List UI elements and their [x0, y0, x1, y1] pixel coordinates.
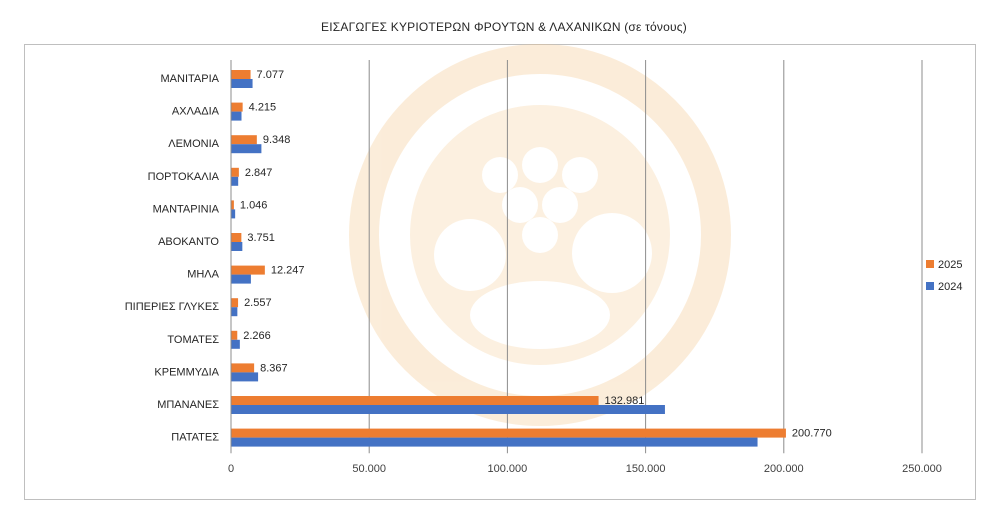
bar-2025 — [231, 70, 251, 79]
legend: 2025 2024 — [926, 259, 962, 293]
data-label-2025: 132.981 — [605, 395, 645, 407]
data-label-2025: 2.557 — [244, 297, 272, 309]
x-tick-label: 100.000 — [488, 463, 528, 475]
data-label-2025: 2.266 — [243, 330, 271, 342]
category-label: ΑΧΛΑΔΙΑ — [172, 106, 220, 118]
watermark-grape — [562, 157, 598, 193]
bar-2024 — [231, 274, 251, 284]
legend-swatch-2025 — [926, 260, 934, 268]
x-tick-label: 50.000 — [352, 463, 386, 475]
watermark-grape — [482, 157, 518, 193]
bar-2025 — [231, 102, 243, 112]
bar-2025 — [231, 428, 786, 438]
data-label-2025: 12.247 — [271, 265, 305, 277]
grid-lines — [368, 60, 923, 454]
data-label-2025: 7.077 — [257, 69, 285, 81]
bar-2025 — [231, 167, 239, 177]
watermark-peach — [572, 213, 652, 293]
x-tick-label: 250.000 — [902, 463, 942, 475]
category-label: ΜΗΛΑ — [187, 269, 219, 281]
watermark-grape — [502, 187, 538, 223]
bar-2025 — [231, 330, 238, 340]
data-label-2025: 1.046 — [240, 199, 268, 211]
category-label: ΑΒΟΚΑΝΤΟ — [158, 236, 219, 248]
bars: 7.077 4.215 9.348 2.847 1.046 3.751 12.247 2.55… — [231, 69, 832, 447]
category-label: ΠΙΠΕΡΙΕΣ ΓΛΥΚΕΣ — [125, 301, 219, 313]
bar-2024 — [231, 209, 236, 219]
category-label: ΠΑΤΑΤΕΣ — [171, 432, 219, 444]
category-label: ΤΟΜΑΤΕΣ — [167, 334, 219, 346]
bar-2024 — [231, 111, 242, 121]
watermark-grape — [522, 217, 558, 253]
watermark-logo — [349, 44, 731, 426]
category-label: ΛΕΜΟΝΙΑ — [168, 138, 219, 150]
bar-2025 — [231, 233, 242, 242]
bar-2024 — [231, 176, 239, 186]
watermark-citrus — [470, 281, 610, 349]
category-label: ΠΟΡΤΟΚΑΛΙΑ — [148, 171, 220, 183]
watermark-grape — [542, 187, 578, 223]
data-label-2025: 200.770 — [792, 428, 832, 440]
data-label-2025: 2.847 — [245, 167, 273, 179]
watermark-apple — [434, 219, 506, 291]
bar-2025 — [231, 298, 239, 308]
category-label: ΜΠΑΝΑΝΕΣ — [157, 399, 219, 411]
chart-title: ΕΙΣΑΓΩΓΕΣ ΚΥΡΙΟΤΕΡΩΝ ΦΡΟΥΤΩΝ & ΛΑΧΑΝΙΚΩΝ… — [321, 20, 687, 34]
data-label-2025: 8.367 — [260, 362, 288, 374]
bar-2024 — [231, 437, 758, 447]
category-label: ΚΡΕΜΜΥΔΙΑ — [154, 366, 219, 378]
x-tick-label: 200.000 — [764, 463, 804, 475]
legend-label-2025: 2025 — [938, 259, 962, 271]
legend-label-2024: 2024 — [938, 281, 962, 293]
x-tick-label: 0 — [228, 463, 234, 475]
bar-2024 — [231, 79, 253, 88]
bar-2025 — [231, 200, 234, 210]
data-label-2025: 4.215 — [249, 102, 277, 114]
data-label-2025: 3.751 — [247, 232, 275, 244]
bar-2025 — [231, 135, 257, 145]
category-label: ΜΑΝΙΤΑΡΙΑ — [161, 73, 220, 85]
bar-2024 — [231, 372, 259, 382]
bar-2024 — [231, 307, 238, 317]
bar-2025 — [231, 265, 265, 275]
bar-2025 — [231, 363, 255, 373]
category-label: ΜΑΝΤΑΡΙΝΙΑ — [153, 203, 220, 215]
bar-2024 — [231, 405, 665, 414]
watermark-fruit-disc — [410, 105, 670, 365]
bar-2024 — [231, 242, 243, 251]
bar-2024 — [231, 144, 262, 154]
data-label-2025: 9.348 — [263, 134, 291, 146]
bar-2024 — [231, 339, 240, 349]
bar-2025 — [231, 396, 599, 405]
axes: 0 50.000 100.000 150.000 200.000 250.000 ΜΑΝΙΤ… — [125, 60, 942, 475]
chart-frame — [24, 44, 976, 500]
x-tick-label: 150.000 — [626, 463, 666, 475]
legend-swatch-2024 — [926, 282, 934, 290]
watermark-grape — [522, 147, 558, 183]
